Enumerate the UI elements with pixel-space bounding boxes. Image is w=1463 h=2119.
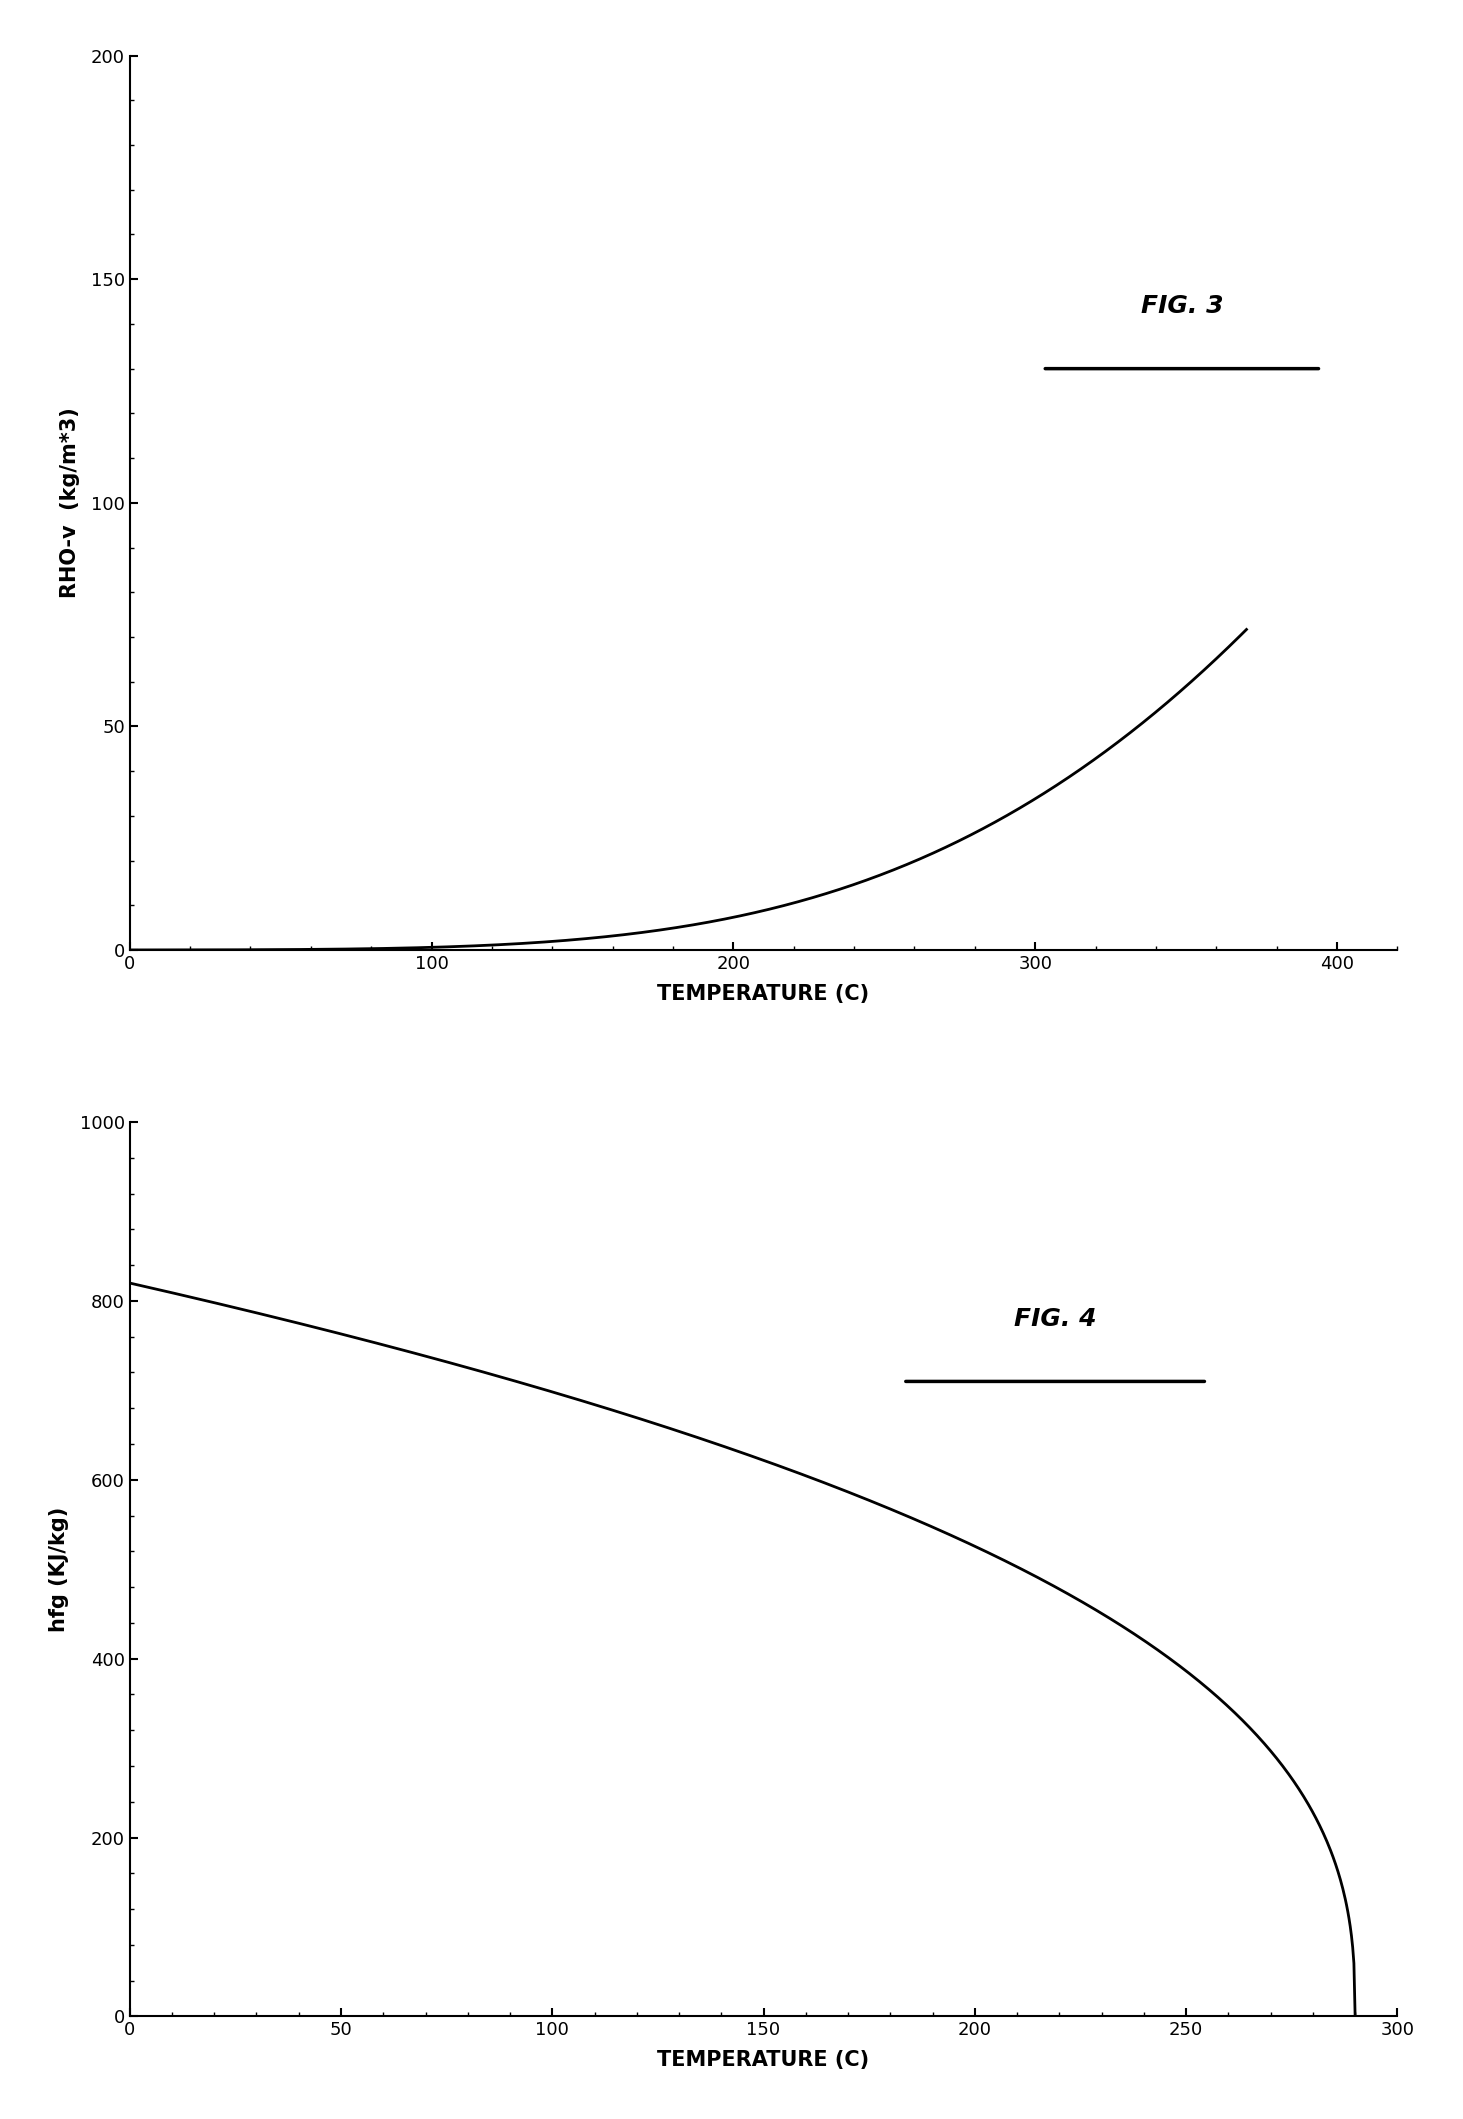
Y-axis label: hfg (KJ/kg): hfg (KJ/kg): [48, 1507, 69, 1632]
Text: FIG. 3: FIG. 3: [1141, 295, 1223, 318]
Text: FIG. 4: FIG. 4: [1014, 1307, 1096, 1331]
Y-axis label: RHO-v  (kg/m*3): RHO-v (kg/m*3): [60, 407, 79, 598]
X-axis label: TEMPERATURE (C): TEMPERATURE (C): [657, 983, 869, 1004]
X-axis label: TEMPERATURE (C): TEMPERATURE (C): [657, 2051, 869, 2070]
